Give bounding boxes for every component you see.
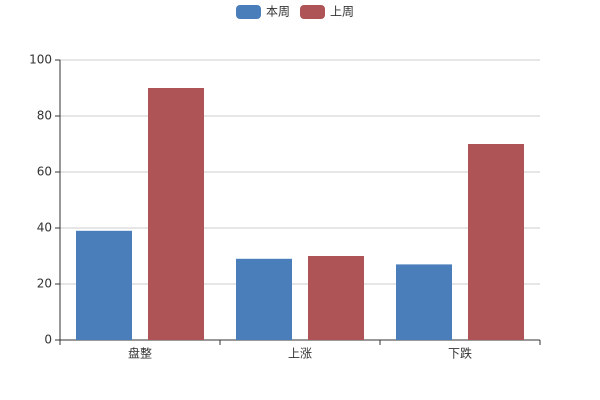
bar [396,264,452,340]
bar [148,88,204,340]
x-tick-label: 上涨 [288,346,312,361]
legend-label[interactable]: 本周 [266,5,290,19]
y-tick-label: 0 [44,333,52,347]
y-tick-label: 60 [37,165,52,179]
y-tick-label: 40 [37,221,52,235]
bar [468,144,524,340]
x-tick-label: 盘整 [128,346,152,361]
legend-swatch[interactable] [300,5,325,19]
y-tick-label: 80 [37,109,52,123]
x-tick-label: 下跌 [448,346,472,361]
y-tick-label: 20 [37,277,52,291]
bar [308,256,364,340]
bar [76,230,132,340]
y-tick-label: 100 [29,53,52,67]
legend-label[interactable]: 上周 [330,5,354,19]
bar [236,258,292,340]
legend-swatch[interactable] [236,5,261,19]
